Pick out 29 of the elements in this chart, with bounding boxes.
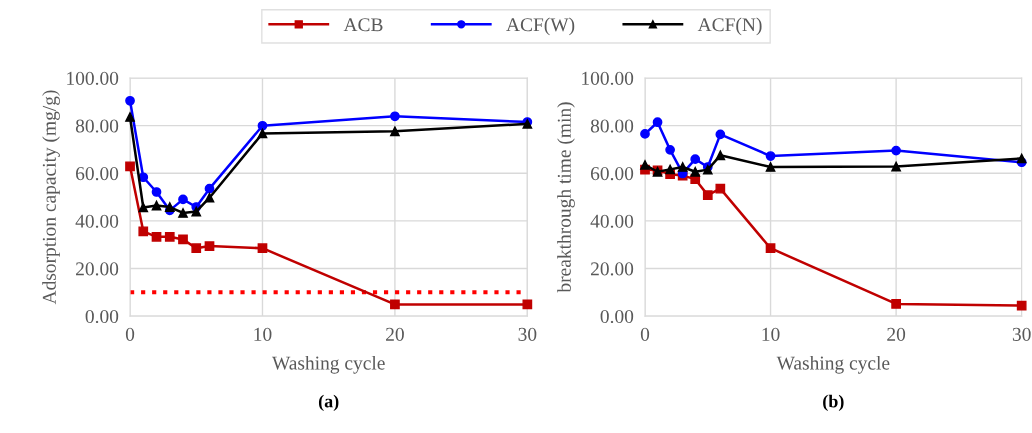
y-tick-label: 0.00: [600, 309, 634, 324]
x-tick-label: 30: [518, 327, 537, 341]
x-tick-label: 10: [254, 327, 272, 341]
y-tick-label: 0.00: [85, 309, 119, 324]
y-tick-label: 60.00: [590, 167, 634, 181]
y-tick-label: 20.00: [76, 262, 119, 276]
text: (b): [823, 394, 844, 412]
y-tick-label: 20.00: [590, 262, 634, 276]
text: (a): [318, 394, 339, 412]
y-tick-label: 80.00: [590, 119, 634, 133]
x-tick-label: 20: [887, 327, 906, 341]
x-tick-label: 0: [640, 327, 650, 341]
y-axis-title: Adsorption capacity (mg/g): [42, 90, 60, 305]
y-tick-label: 40.00: [75, 214, 119, 228]
legend-label: ACF(N): [697, 17, 762, 36]
x-axis-title: Washing cycle: [776, 355, 890, 374]
y-tick-label: 60.00: [76, 167, 119, 181]
y-tick-label: 40.00: [590, 214, 634, 228]
x-tick-label: 20: [386, 327, 404, 341]
legend-label: ACF(W): [506, 17, 575, 36]
y-tick-label: 100.00: [67, 71, 119, 85]
x-tick-label: 0: [125, 327, 135, 341]
legend-label: ACB: [343, 18, 383, 32]
x-tick-label: 30: [1012, 327, 1031, 341]
y-tick-label: 100.00: [582, 71, 634, 85]
x-axis-title: Washing cycle: [271, 355, 385, 374]
y-axis-title: breakthrough time (min): [557, 102, 575, 293]
y-tick-label: 80.00: [75, 119, 119, 133]
x-tick-label: 10: [762, 327, 780, 341]
